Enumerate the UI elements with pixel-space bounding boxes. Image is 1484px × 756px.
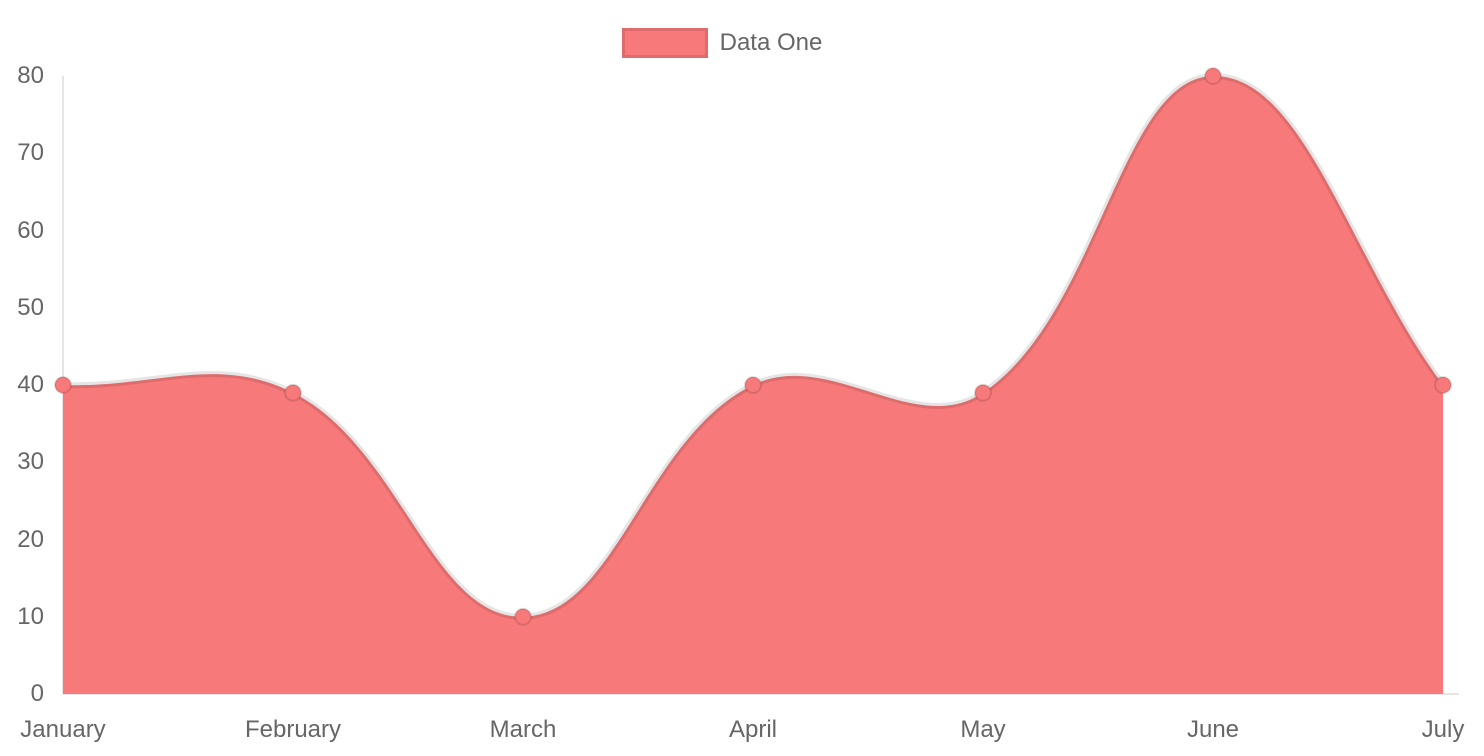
x-tick-label-july: July: [1421, 716, 1465, 743]
chart-legend: Data One: [0, 28, 1484, 58]
y-tick-label-10: 10: [17, 602, 44, 630]
legend-item-data-one[interactable]: Data One: [621, 28, 823, 58]
data-point-january[interactable]: [54, 376, 72, 394]
y-tick-label-70: 70: [17, 139, 44, 167]
x-tick-label-march: March: [489, 716, 557, 743]
y-tick-label-60: 60: [17, 216, 44, 244]
legend-label: Data One: [719, 29, 823, 56]
x-tick-label-april: April: [728, 716, 777, 743]
y-tick-label-40: 40: [17, 371, 44, 398]
x-tick-label-february: February: [244, 716, 342, 743]
data-point-june[interactable]: [1204, 67, 1222, 85]
data-point-july[interactable]: [1434, 376, 1452, 394]
y-tick-label-80: 80: [17, 62, 44, 89]
data-point-april[interactable]: [744, 376, 762, 394]
x-tick-label-january: January: [20, 716, 106, 743]
x-tick-label-june: June: [1186, 716, 1240, 743]
series-area-fill: [63, 75, 1443, 694]
data-point-february[interactable]: [284, 383, 302, 402]
y-tick-label-30: 30: [17, 448, 44, 476]
data-point-may[interactable]: [974, 383, 992, 402]
data-point-march[interactable]: [514, 607, 532, 626]
y-tick-label-50: 50: [17, 293, 44, 321]
y-tick-label-0: 0: [30, 680, 44, 707]
y-tick-label-20: 20: [17, 525, 44, 553]
x-tick-label-may: May: [960, 716, 1006, 743]
legend-swatch: [621, 28, 708, 58]
